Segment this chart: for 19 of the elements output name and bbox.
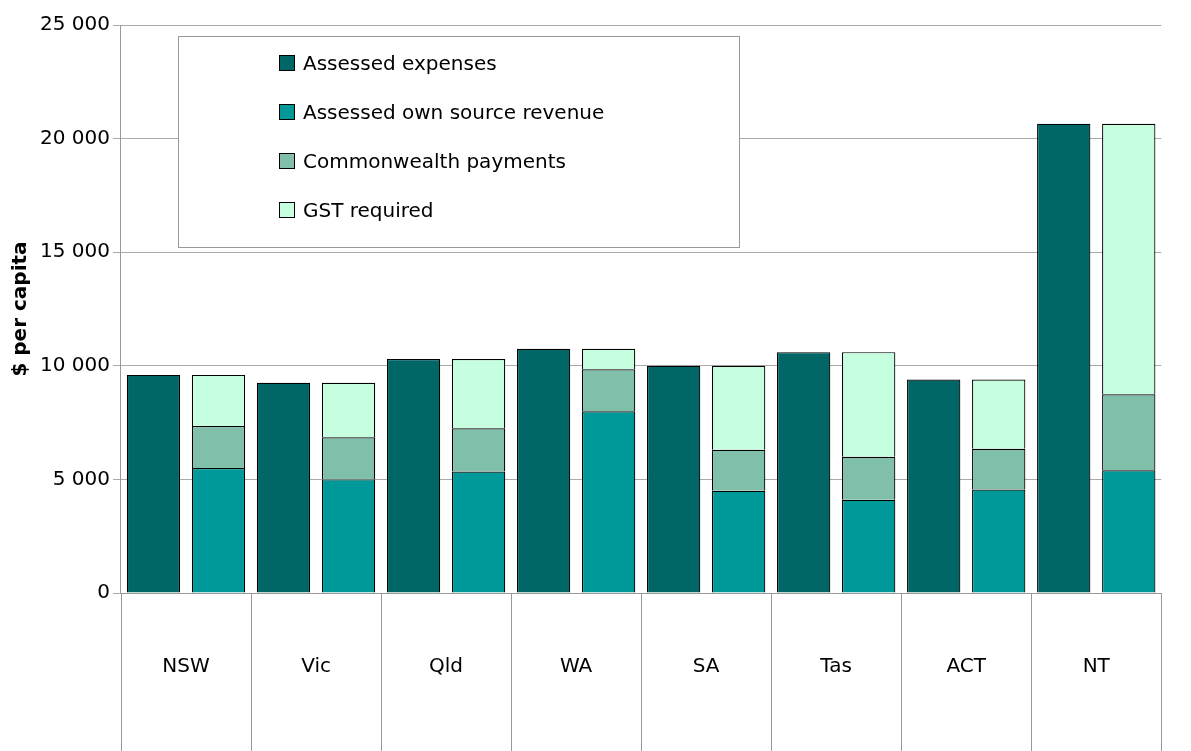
legend-label: GST required [303,198,434,222]
y-tick-label: 0 [97,579,110,604]
x-tick-label: NT [1082,653,1111,678]
x-tick-label: Vic [301,653,331,678]
y-tick-label: 15 000 [40,238,110,263]
legend-label: Assessed expenses [303,51,497,75]
y-tick-label: 25 000 [40,11,110,36]
x-tick-label: WA [559,653,593,678]
x-tick-label: Qld [429,653,464,678]
y-tick-label: 10 000 [40,352,110,376]
y-axis-title: $ per capita [7,241,32,377]
y-tick-label: 20 000 [40,124,110,149]
x-tick-label: NSW [162,653,210,678]
legend-label: Commonwealth payments [303,149,566,173]
x-tick-label: Tas [819,653,852,678]
x-tick-label: SA [692,653,720,678]
legend-label: Assessed own source revenue [303,100,605,124]
x-tick-label: ACT [946,653,987,678]
y-tick-label: 5 000 [52,465,110,490]
